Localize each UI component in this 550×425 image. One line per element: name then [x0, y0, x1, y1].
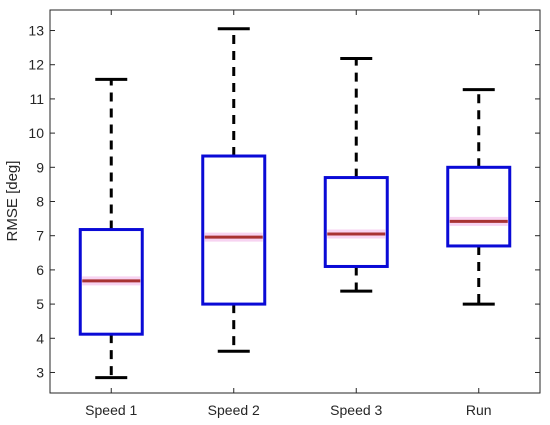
x-tick-label: Speed 3: [330, 402, 382, 418]
iqr-box: [446, 165, 512, 248]
y-axis-ticks: 3 4 5 6 7 8 9 10 11 12 13: [28, 23, 540, 380]
box-group: [446, 88, 512, 306]
box-group: [78, 77, 144, 380]
box-group: [201, 27, 267, 353]
y-tick-label: 8: [36, 194, 44, 210]
iqr-box: [323, 176, 389, 268]
y-tick-label: 4: [36, 330, 44, 346]
y-tick-label: 12: [28, 57, 44, 73]
y-tick-label: 11: [29, 91, 44, 107]
y-tick-label: 3: [36, 364, 44, 380]
x-tick-label: Speed 1: [85, 402, 137, 418]
y-tick-label: 5: [36, 296, 44, 312]
x-axis-ticks: Speed 1 Speed 2 Speed 3 Run: [85, 10, 492, 418]
y-tick-label: 13: [28, 23, 44, 39]
y-tick-label: 6: [36, 262, 44, 278]
y-axis-label: RMSE [deg]: [4, 161, 21, 242]
iqr-box: [201, 154, 267, 306]
x-tick-label: Speed 2: [208, 402, 260, 418]
y-tick-label: 7: [36, 228, 44, 244]
x-tick-label: Run: [466, 402, 492, 418]
plot-marks: [78, 27, 512, 380]
y-tick-label: 10: [28, 125, 44, 141]
box-group: [323, 57, 389, 293]
y-tick-label: 9: [36, 159, 44, 175]
